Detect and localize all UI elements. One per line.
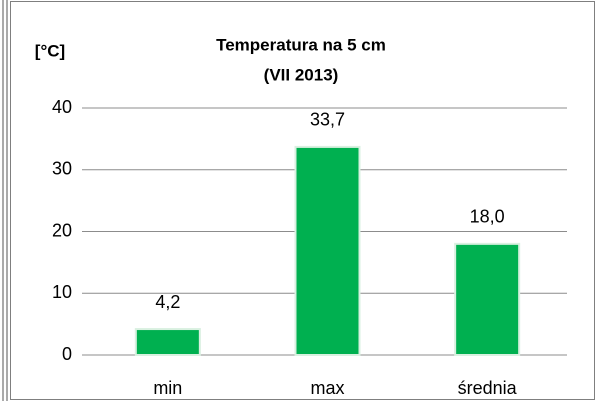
- value-label: 4,2: [155, 292, 180, 312]
- y-tick-label: 40: [52, 97, 72, 117]
- x-tick-label: max: [310, 378, 344, 398]
- value-label: 33,7: [310, 110, 345, 130]
- value-label: 18,0: [470, 207, 505, 227]
- x-tick-label: min: [153, 378, 182, 398]
- y-tick-label: 0: [62, 344, 72, 364]
- chart-border: [10, 1, 595, 400]
- bar: [454, 242, 521, 357]
- y-tick-label: 10: [52, 282, 72, 302]
- bar: [134, 328, 201, 357]
- y-tick-label: 30: [52, 159, 72, 179]
- y-tick-label: 20: [52, 220, 72, 240]
- chart-title: Temperatura na 5 cm: [216, 35, 386, 54]
- y-axis-label: [°C]: [35, 41, 65, 60]
- x-tick-label: średnia: [458, 378, 518, 398]
- bar: [294, 145, 361, 356]
- chart-subtitle: (VII 2013): [264, 65, 339, 84]
